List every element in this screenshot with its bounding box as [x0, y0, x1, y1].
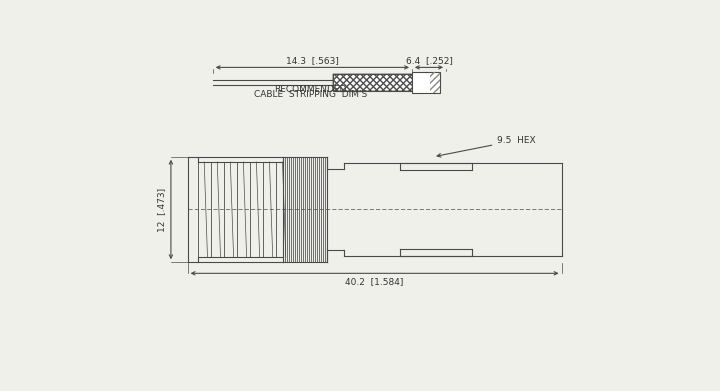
Text: 14.3  [.563]: 14.3 [.563]: [286, 56, 339, 65]
Text: 9.5  HEX: 9.5 HEX: [437, 136, 536, 157]
Text: 6.4  [.252]: 6.4 [.252]: [405, 56, 452, 65]
Bar: [333, 74, 422, 91]
Text: 40.2  [1.584]: 40.2 [1.584]: [346, 277, 404, 286]
Bar: [333, 74, 422, 91]
Bar: [431, 72, 441, 93]
Text: RECOMMENDED: RECOMMENDED: [274, 85, 346, 94]
Text: 12  [.473]: 12 [.473]: [158, 187, 166, 231]
Bar: [412, 72, 441, 93]
Bar: [333, 74, 422, 91]
Text: CABLE  STRIPPING  DIM'S: CABLE STRIPPING DIM'S: [253, 90, 367, 99]
